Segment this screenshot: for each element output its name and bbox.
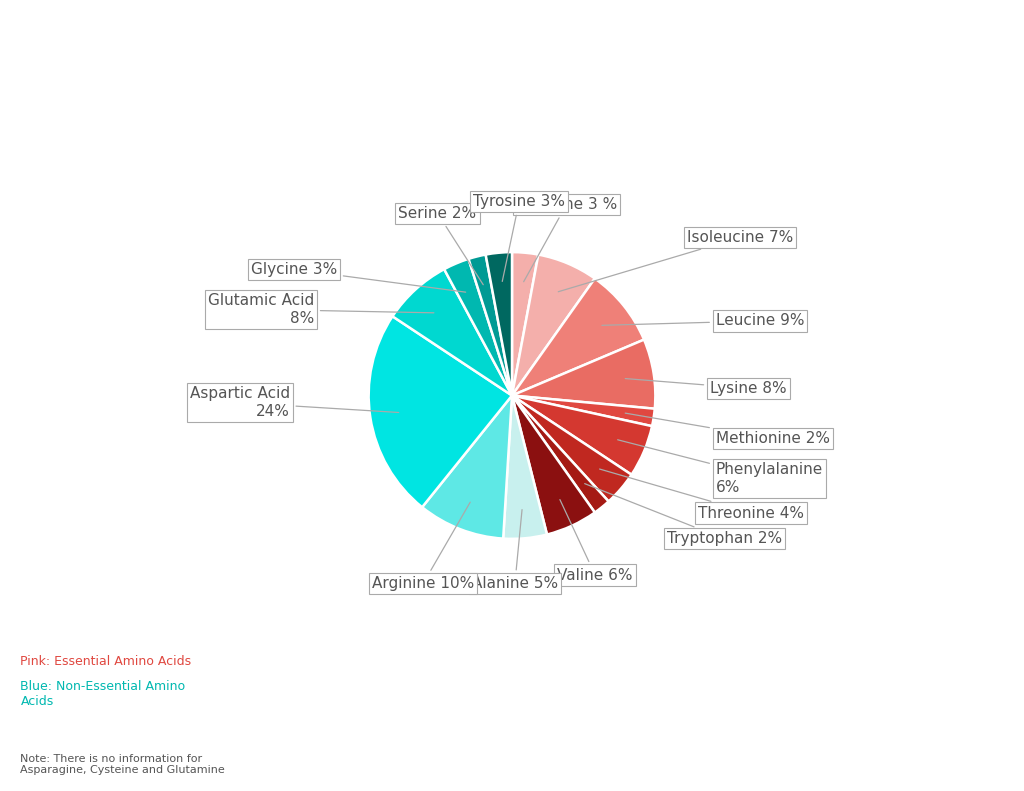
Wedge shape xyxy=(444,259,512,396)
Text: Alanine 5%: Alanine 5% xyxy=(472,509,558,591)
Wedge shape xyxy=(422,396,512,539)
Text: Lysine 8%: Lysine 8% xyxy=(626,379,786,396)
Text: Pink: Essential Amino Acids: Pink: Essential Amino Acids xyxy=(20,656,191,668)
Text: Methionine 2%: Methionine 2% xyxy=(626,413,829,446)
Text: Tryptophan 2%: Tryptophan 2% xyxy=(585,483,782,547)
Text: Note: There is no information for
Asparagine, Cysteine and Glutamine: Note: There is no information for Aspara… xyxy=(20,754,225,775)
Text: Valine 6%: Valine 6% xyxy=(557,500,633,582)
Wedge shape xyxy=(512,252,539,396)
Wedge shape xyxy=(369,316,512,507)
Text: Serine 2%: Serine 2% xyxy=(398,206,483,285)
Text: Arginine 10%: Arginine 10% xyxy=(372,502,474,591)
Wedge shape xyxy=(512,396,654,426)
Text: Glutamic Acid
8%: Glutamic Acid 8% xyxy=(208,293,434,326)
Wedge shape xyxy=(512,396,652,475)
Wedge shape xyxy=(512,339,655,409)
Text: Glycine 3%: Glycine 3% xyxy=(251,262,466,292)
Text: Blue: Non-Essential Amino
Acids: Blue: Non-Essential Amino Acids xyxy=(20,680,185,708)
Text: Threonine 4%: Threonine 4% xyxy=(600,469,805,520)
Text: Leucine 9%: Leucine 9% xyxy=(602,313,804,328)
Text: Isoleucine 7%: Isoleucine 7% xyxy=(558,230,794,292)
Text: Histidine 3 %: Histidine 3 % xyxy=(516,197,617,282)
Wedge shape xyxy=(392,269,512,396)
Wedge shape xyxy=(512,255,595,396)
Wedge shape xyxy=(503,396,547,539)
Wedge shape xyxy=(512,396,632,501)
Wedge shape xyxy=(512,396,595,535)
Text: Tyrosine 3%: Tyrosine 3% xyxy=(473,194,565,282)
Wedge shape xyxy=(469,255,512,396)
Wedge shape xyxy=(485,252,512,396)
Wedge shape xyxy=(512,396,608,513)
Text: Phenylalanine
6%: Phenylalanine 6% xyxy=(617,440,823,495)
Text: Aspartic Acid
24%: Aspartic Acid 24% xyxy=(189,387,398,419)
Wedge shape xyxy=(512,278,644,396)
